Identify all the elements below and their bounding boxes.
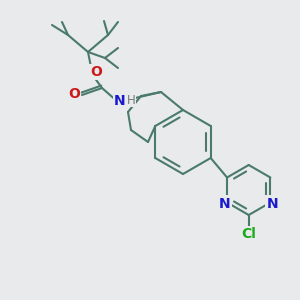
Text: H: H	[127, 94, 135, 106]
Text: N: N	[219, 196, 231, 211]
Text: O: O	[68, 87, 80, 101]
Text: Cl: Cl	[241, 227, 256, 241]
Text: N: N	[267, 196, 278, 211]
Text: N: N	[114, 94, 126, 108]
Text: O: O	[90, 65, 102, 79]
